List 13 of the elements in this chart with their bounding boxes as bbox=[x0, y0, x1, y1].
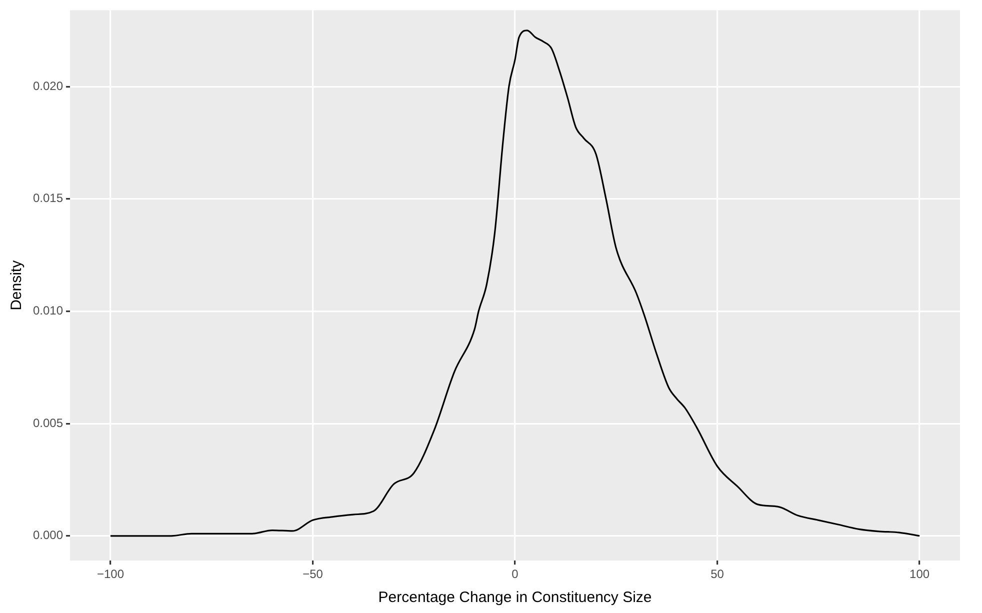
y-axis-title: Density bbox=[8, 260, 26, 310]
y-tick-label: 0.015 bbox=[33, 191, 64, 206]
x-tick-label: 100 bbox=[910, 567, 930, 582]
x-tick-label: 50 bbox=[710, 567, 724, 582]
x-axis-title: Percentage Change in Constituency Size bbox=[378, 589, 652, 606]
line-series bbox=[110, 30, 920, 537]
x-tick-label: −50 bbox=[302, 567, 324, 582]
y-tick-label: 0.010 bbox=[33, 304, 64, 318]
y-tick-label: 0.000 bbox=[33, 528, 64, 542]
y-tick-label: 0.020 bbox=[33, 78, 64, 93]
y-tick-label: 0.005 bbox=[33, 416, 64, 430]
x-tick-label: 0 bbox=[512, 567, 519, 582]
x-tick-label: −100 bbox=[96, 567, 124, 582]
